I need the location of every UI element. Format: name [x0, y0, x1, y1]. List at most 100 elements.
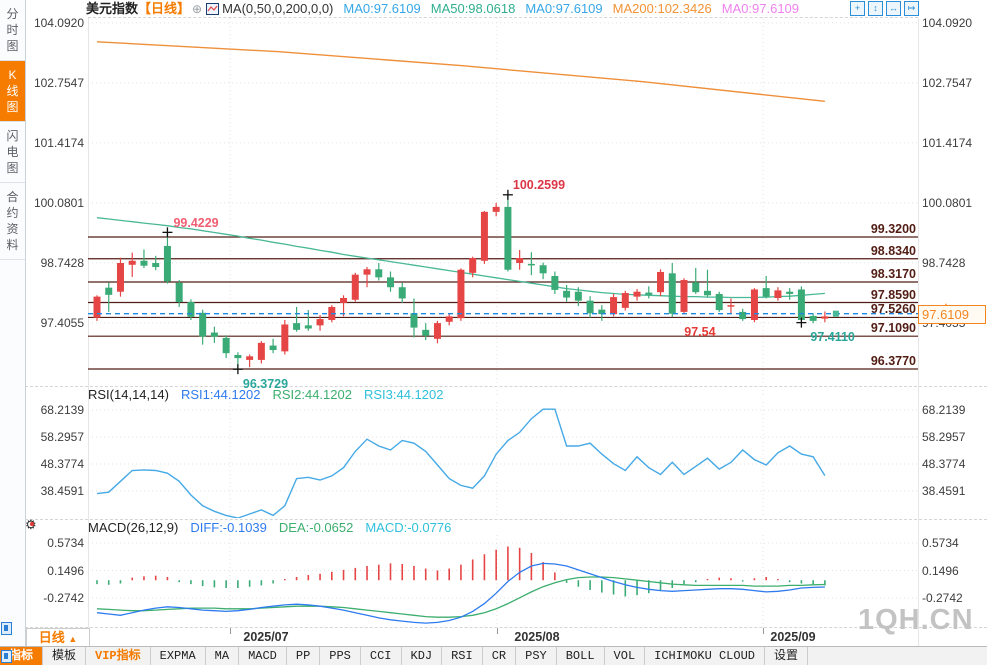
sidebar-tab-3[interactable]: 闪电图: [0, 122, 25, 183]
chart-header: 美元指数【日线】 ⊕ MA(0,50,0,200,0,0) MA0:97.6109 M…: [86, 1, 799, 17]
price-axis-label-left: 101.4174: [33, 135, 84, 150]
rsi-axis-label-right: 48.3774: [922, 456, 966, 471]
macd-value-3: MACD:-0.0776: [365, 520, 452, 535]
toolbar-tab-RSI[interactable]: RSI: [442, 647, 483, 665]
annotation-100.2599: 100.2599: [512, 177, 566, 192]
toolbar-tab-ICHIMOKU CLOUD[interactable]: ICHIMOKU CLOUD: [645, 647, 765, 665]
toolbar-tab-PSY[interactable]: PSY: [516, 647, 557, 665]
ma-value-2: MA50:98.0618: [430, 1, 516, 16]
key-level-label: 98.8340: [870, 243, 916, 258]
toolbar-tab-CR[interactable]: CR: [483, 647, 517, 665]
toolbar-tab-KDJ[interactable]: KDJ: [402, 647, 443, 665]
main-candle-chart[interactable]: [88, 18, 918, 396]
watermark: 1QH.CN: [858, 604, 974, 636]
toolbar-tab-PPS[interactable]: PPS: [320, 647, 361, 665]
rsi-axis-label-left: 38.4591: [40, 483, 84, 498]
macd-params[interactable]: MACD(26,12,9): [88, 520, 179, 535]
xaxis-date-label: 2025/09: [770, 630, 816, 644]
price-axis-label-left: 97.4055: [40, 315, 84, 330]
xaxis-tick: [763, 628, 764, 634]
key-level-label: 97.1090: [870, 321, 916, 336]
macd-axis-label-right: -0.2742: [922, 591, 963, 606]
ma-value-4: MA200:102.3426: [612, 1, 712, 16]
expand-panel-icon[interactable]: [1, 650, 12, 663]
price-axis-label-left: 100.0801: [33, 195, 84, 210]
key-level-label: 97.5260: [870, 302, 916, 317]
toolbar-tab-CCI[interactable]: CCI: [361, 647, 402, 665]
toolbar-tab-MACD[interactable]: MACD: [239, 647, 287, 665]
price-axis-label-right: 100.0801: [922, 195, 973, 210]
rsi-params[interactable]: RSI(14,14,14): [88, 387, 169, 402]
xaxis-date-label: 2025/07: [243, 630, 289, 644]
rsi-value-3: RSI3:44.1202: [363, 387, 444, 402]
price-axis-label-right: 101.4174: [922, 135, 973, 150]
rsi-axis-label-left: 58.2957: [40, 429, 84, 444]
price-axis-label-left: 98.7428: [40, 255, 84, 270]
macd-axis-label-left: -0.2742: [43, 591, 84, 606]
toolbar-tab-MA[interactable]: MA: [206, 647, 240, 665]
toolbar-tab-PP[interactable]: PP: [287, 647, 321, 665]
toolbar-tab-EXPMA[interactable]: EXPMA: [151, 647, 206, 665]
ma-settings[interactable]: MA(0,50,0,200,0,0): [222, 1, 334, 16]
key-level-label: 99.3200: [870, 221, 916, 236]
macd-value-1: DIFF:-0.1039: [190, 520, 267, 535]
toolbar-tab-模板[interactable]: 模板: [43, 647, 87, 665]
macd-axis-label-left: 0.1496: [47, 563, 84, 578]
key-level-label: 97.8590: [870, 287, 916, 302]
price-axis-label-left: 104.0920: [33, 15, 84, 30]
symbol-title: 美元指数: [86, 1, 139, 16]
ma-value-3: MA0:97.6109: [525, 1, 603, 16]
macd-axis-label-right: 0.1496: [922, 563, 959, 578]
period-selector[interactable]: 日线 ▲: [26, 628, 90, 648]
rsi-axis-label-left: 48.3774: [40, 456, 84, 471]
scale-x-icon[interactable]: ↔: [886, 1, 901, 16]
xaxis-tick: [497, 628, 498, 634]
rsi-axis-label-right: 58.2957: [922, 429, 966, 444]
period-tag[interactable]: 【日线】: [138, 1, 191, 16]
rsi-value-2: RSI2:44.1202: [272, 387, 352, 402]
ma-value-1: MA0:97.6109: [343, 1, 421, 16]
pan-right-icon[interactable]: ↦: [904, 1, 919, 16]
xaxis-tick: [230, 628, 231, 634]
rsi-value-1: RSI1:44.1202: [180, 387, 261, 402]
rsi-chart[interactable]: [88, 402, 918, 518]
macd-settings-gear-icon[interactable]: ⚙: [25, 517, 40, 532]
toolbar-tab-VOL[interactable]: VOL: [605, 647, 646, 665]
chart-toolbar-icons: + ↕ ↔ ↦: [850, 1, 919, 16]
macd-header: MACD(26,12,9) DIFF:-0.1039 DEA:-0.0652 MACD…: [88, 521, 451, 535]
price-axis-label-left: 102.7547: [33, 75, 84, 90]
crosshair-icon[interactable]: +: [850, 1, 865, 16]
annotation-99.4229: 99.4229: [173, 216, 219, 231]
ma-values: MA0:97.6109 MA50:98.0618 MA0:97.6109 MA200:…: [333, 1, 800, 16]
current-price-tag: 97.6109: [918, 305, 986, 324]
toolbar-tab-VIP指标[interactable]: VIP指标: [86, 647, 151, 665]
macd-value-2: DEA:-0.0652: [278, 520, 354, 535]
macd-values: DIFF:-0.1039 DEA:-0.0652 MACD:-0.0776: [178, 520, 451, 535]
add-indicator-icon[interactable]: ⊕: [192, 2, 203, 16]
sidebar-tab-1[interactable]: 分时图: [0, 0, 25, 61]
collapse-panel-icon[interactable]: [1, 622, 12, 635]
price-axis-label-right: 98.7428: [922, 255, 966, 270]
xaxis-date-label: 2025/08: [514, 630, 560, 644]
scale-y-icon[interactable]: ↕: [868, 1, 883, 16]
macd-chart[interactable]: [88, 535, 918, 628]
sidebar-tab-4[interactable]: 合约资料: [0, 183, 25, 260]
macd-axis-label-right: 0.5734: [922, 536, 959, 551]
ma-value-5: MA0:97.6109: [721, 1, 800, 16]
price-axis-label-right: 104.0920: [922, 15, 973, 30]
toolbar-tab-BOLL[interactable]: BOLL: [557, 647, 605, 665]
key-level-label: 96.3770: [870, 354, 916, 369]
toolbar-tab-设置[interactable]: 设置: [765, 647, 808, 665]
annotation-96.3729: 96.3729: [242, 377, 289, 392]
macd-axis-label-left: 0.5734: [47, 536, 84, 551]
rsi-header: RSI(14,14,14) RSI1:44.1202 RSI2:44.1202 RSI…: [88, 388, 443, 402]
rsi-axis-label-right: 38.4591: [922, 483, 966, 498]
annotation-97.54: 97.54: [684, 324, 716, 339]
key-level-label: 98.3170: [870, 266, 916, 281]
indicator-toolbar: 指标 模板 VIP指标 EXPMA MA MACD PP PPS CCI KDJ RSI CR PSY B…: [0, 646, 987, 665]
annotation-97.4110: 97.4110: [810, 329, 855, 344]
kline-mini-icon: [206, 3, 220, 19]
